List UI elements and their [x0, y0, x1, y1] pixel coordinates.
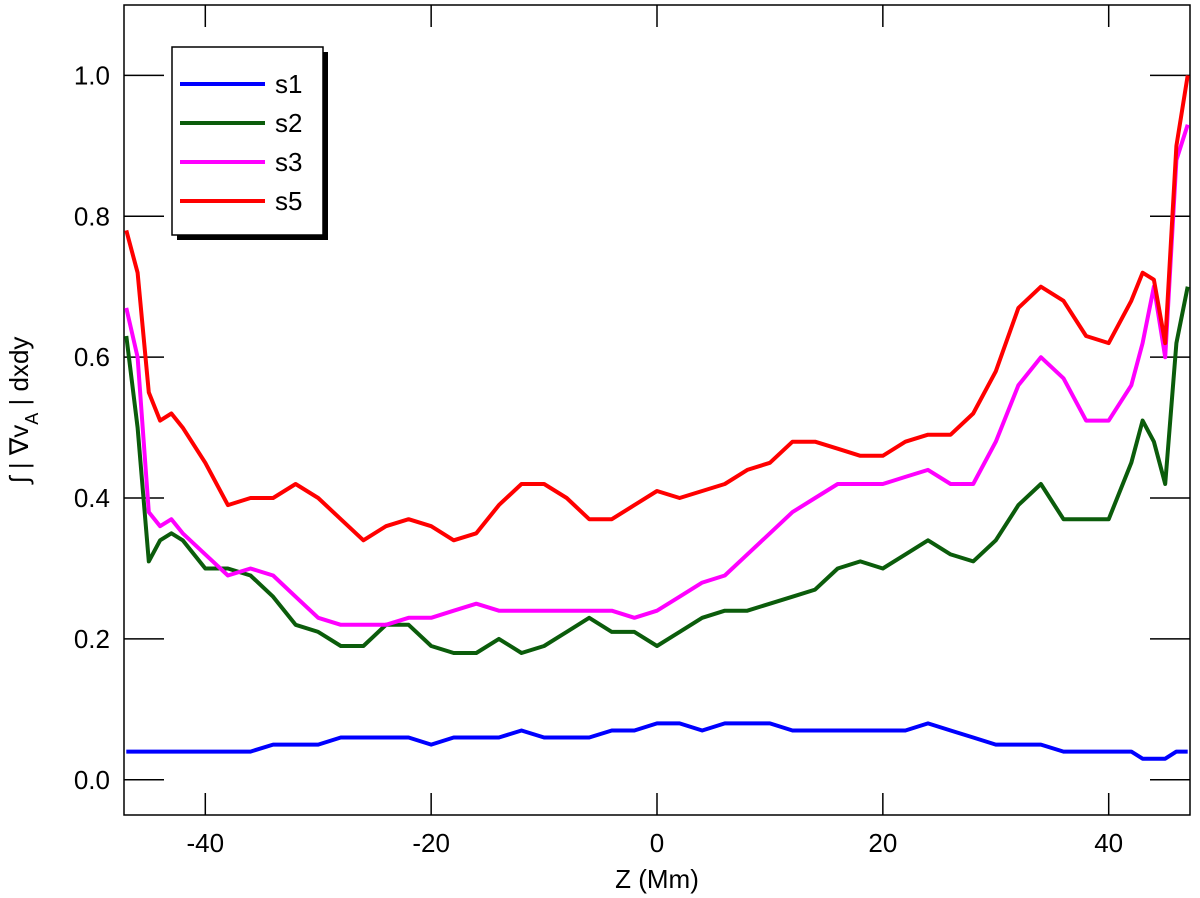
y-tick-label: 1.0: [74, 60, 110, 90]
y-tick-label: 0.0: [74, 765, 110, 795]
legend-label: s3: [275, 147, 302, 177]
y-tick-label: 0.4: [74, 483, 110, 513]
x-tick-label: 40: [1094, 828, 1123, 858]
y-axis-label: ∫ | ∇vA | dxdy: [4, 337, 42, 486]
series-line: [126, 721, 1188, 761]
legend-box: [171, 46, 324, 236]
y-label-part: | dxdy: [4, 337, 34, 413]
y-label-part: ∫ | ∇v: [4, 425, 34, 486]
y-tick-label: 0.8: [74, 201, 110, 231]
y-tick-label: 0.2: [74, 624, 110, 654]
series-line: [124, 286, 1190, 655]
series-line: [124, 75, 1190, 543]
legend-label: s2: [275, 108, 302, 138]
x-tick-label: -20: [412, 828, 450, 858]
series-line: [124, 124, 1190, 627]
legend-label: s1: [275, 69, 302, 99]
x-tick-label: 20: [868, 828, 897, 858]
x-tick-label: -40: [187, 828, 225, 858]
x-tick-label: 0: [650, 828, 664, 858]
legend-label: s5: [275, 186, 302, 216]
x-axis-label: Z (Mm): [615, 864, 699, 894]
y-tick-label: 0.6: [74, 342, 110, 372]
y-label-sub: A: [22, 413, 42, 425]
